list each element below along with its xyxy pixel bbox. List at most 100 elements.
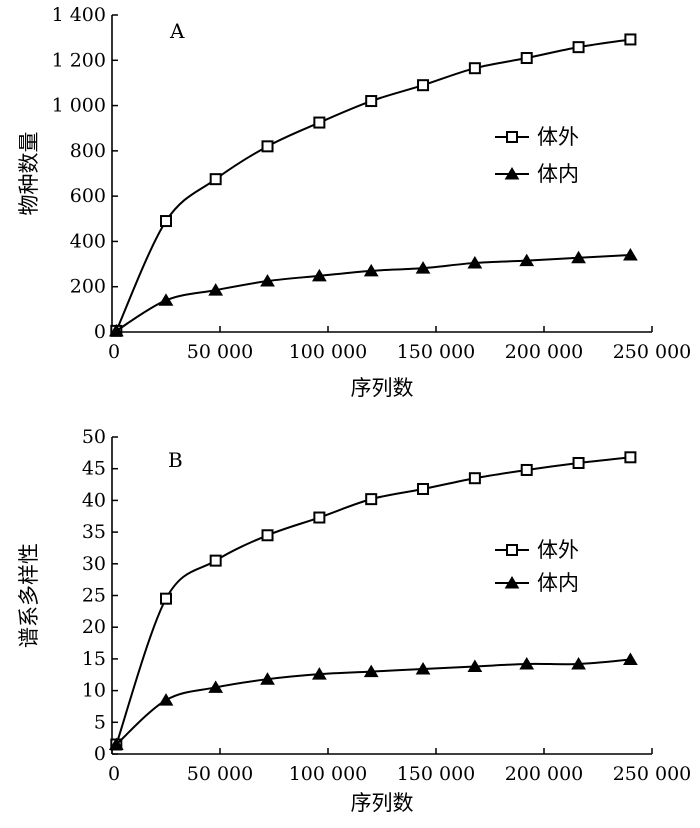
data-point [623,652,638,666]
data-point [260,672,275,685]
x-tick-label: 50 000 [187,763,253,785]
data-point [208,680,224,693]
data-point [365,95,378,108]
data-point [158,693,174,706]
data-point [261,529,274,542]
x-axis-title: 序列数 [351,791,414,815]
data-point [519,253,535,267]
data-point [520,463,533,476]
data-point [417,482,430,495]
data-point [260,274,275,287]
y-axis-title: 物种数量 [17,132,41,216]
data-point [108,323,124,337]
y-tick-label: 1 200 [52,49,106,71]
y-tick-label: 50 [82,426,106,448]
data-point [519,656,535,670]
legend-entry: 体内 [495,571,579,595]
data-point [572,456,585,469]
y-tick-label: 800 [70,140,106,162]
data-point [209,173,222,186]
legend-marker [504,576,520,589]
x-tick-label: 100 000 [289,341,368,363]
series-line [115,38,631,332]
series-line [115,254,631,332]
y-tick-label: 0 [94,321,106,343]
data-point [572,41,585,54]
x-tick-label: 200 000 [505,341,584,363]
panel-letter: A [169,19,185,43]
y-tick-label: 30 [82,553,106,575]
data-point [468,472,481,485]
y-tick-label: 0 [94,743,106,765]
series-in-vivo [108,248,638,337]
data-point [624,451,637,464]
data-point [571,250,586,264]
data-point [160,592,172,605]
data-point [571,656,586,670]
series-in-vivo [108,652,638,750]
series-in-vitro [110,451,637,751]
data-point [160,215,172,228]
y-tick-label: 25 [82,585,106,607]
y-tick-label: 15 [82,648,106,670]
x-tick-label: 200 000 [505,763,584,785]
y-tick-label: 20 [82,616,106,638]
x-tick-label: 0 [108,763,120,785]
data-point [624,33,637,46]
legend-label: 体外 [537,538,579,562]
x-tick-label: 100 000 [289,763,368,785]
x-axis-title: 序列数 [351,376,414,400]
y-tick-label: 1 000 [52,95,106,117]
y-tick-label: 40 [82,489,106,511]
legend-label: 体内 [537,162,579,186]
y-tick-label: 5 [94,711,106,733]
legend-marker [506,544,518,556]
y-tick-label: 400 [70,230,106,252]
series-line [115,456,631,745]
data-point [468,62,481,75]
data-point [520,52,533,65]
legend-entry: 体内 [495,162,579,186]
data-point [311,268,327,282]
data-point [313,116,326,129]
data-point [623,248,638,261]
chart-panel-A: 0 200 400 600 800 1 000 1 200 1 400 0 50 000 100 0… [17,4,691,400]
data-point [363,664,379,678]
legend-label: 体外 [537,125,579,149]
data-point [417,79,430,92]
data-point [467,255,483,269]
chart-panel-B: 0 5 10 15 20 25 30 35 40 45 50 0 50 000 100 000 150 00… [17,426,691,815]
data-point [209,554,222,567]
y-tick-label: 10 [82,680,106,702]
series-in-vitro [110,33,637,337]
panel-letter: B [168,448,183,472]
data-point [363,263,379,277]
x-tick-label: 150 000 [397,763,476,785]
x-tick-label: 50 000 [187,341,253,363]
data-point [313,511,326,524]
legend-marker [506,131,518,143]
data-point [158,293,174,306]
y-tick-label: 45 [82,458,106,480]
legend-entry: 体外 [495,538,579,562]
legend-entry: 体外 [495,125,579,149]
data-point [415,662,431,675]
data-point [311,667,327,680]
x-tick-label: 250 000 [613,341,692,363]
data-point [208,283,224,296]
y-tick-label: 600 [70,185,106,207]
y-tick-label: 200 [70,276,106,298]
data-point [261,140,274,153]
x-tick-label: 150 000 [397,341,476,363]
data-point [108,737,124,750]
data-point [415,261,431,274]
legend-label: 体内 [537,571,579,595]
x-tick-label: 0 [108,341,120,363]
y-axis-title: 谱系多样性 [17,543,41,648]
y-tick-label: 1 400 [52,4,106,26]
y-tick-label: 35 [82,521,106,543]
data-point [365,493,378,506]
legend-marker [504,167,520,180]
x-tick-label: 250 000 [613,763,692,785]
